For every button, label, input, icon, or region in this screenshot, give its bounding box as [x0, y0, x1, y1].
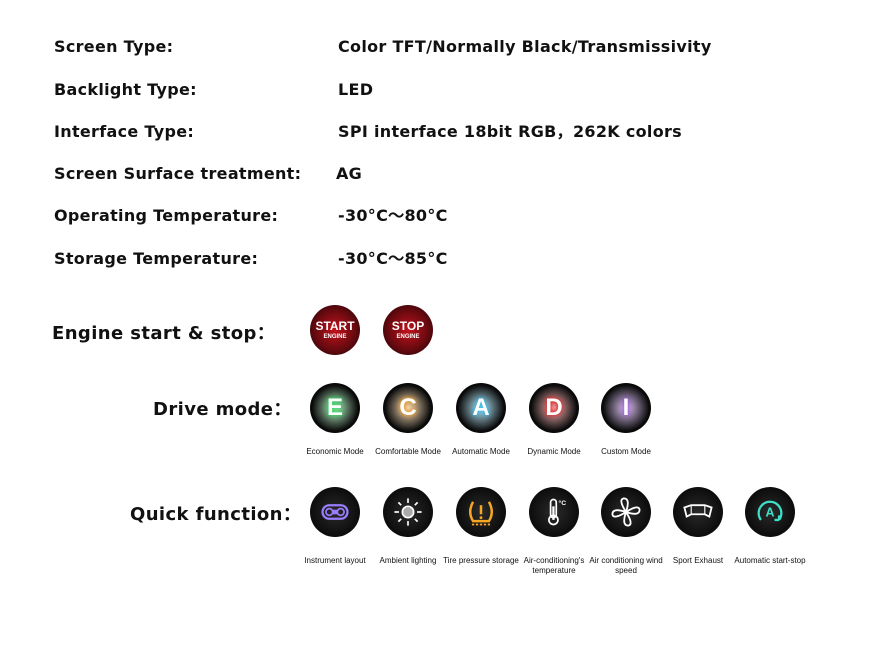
quick-caption: Ambient lighting [379, 556, 437, 565]
start-engine-icon: START ENGINE [310, 305, 360, 355]
quick-caption: Air-conditioning's temperature [523, 556, 585, 575]
svg-text:°C: °C [559, 499, 567, 507]
mode-caption: Economic Mode [306, 447, 364, 456]
fan-icon [601, 487, 651, 537]
quick-caption: Automatic start-stop [734, 556, 806, 565]
mode-letter: A [472, 394, 490, 421]
mode-letter: D [545, 394, 563, 421]
mode-caption: Dynamic Mode [527, 447, 581, 456]
icon-subtext: ENGINE [323, 333, 347, 340]
auto-start-stop-icon: A [745, 487, 795, 537]
exhaust-icon [673, 487, 723, 537]
icon-text: STOP [391, 318, 425, 333]
stop-engine-icon: STOP ENGINE [383, 305, 433, 355]
spec-label: Screen Type: [54, 37, 174, 56]
drive-mode-icon: A [456, 383, 506, 433]
drive-mode-icon: D [529, 383, 579, 433]
spec-value: -30°C～85°C [338, 249, 448, 268]
spec-label: Screen Surface treatment: [54, 164, 302, 183]
svg-text:A: A [766, 506, 775, 520]
drive-mode-icon: C [383, 383, 433, 433]
spec-value: SPI interface 18bit RGB，262K colors [338, 122, 683, 141]
ambient-light-icon [383, 487, 433, 537]
icon-text: START [315, 318, 355, 333]
mode-letter: C [399, 394, 417, 421]
quick-caption: Sport Exhaust [672, 556, 724, 565]
drive-mode-icon: E [310, 383, 360, 433]
tire-pressure-icon [456, 487, 506, 537]
drive-section-label: Drive mode： [153, 399, 292, 420]
spec-value: AG [336, 164, 363, 183]
drive-mode-icon: I [601, 383, 651, 433]
quick-caption: Tire pressure storage [443, 556, 519, 565]
spec-label: Operating Temperature: [54, 206, 279, 225]
spec-label: Backlight Type: [54, 80, 197, 99]
spec-value: Color TFT/Normally Black/Transmissivity [338, 37, 712, 56]
mode-letter: I [622, 394, 630, 421]
instrument-layout-icon [310, 487, 360, 537]
mode-caption: Comfortable Mode [375, 447, 441, 456]
thermometer-icon: °C [529, 487, 579, 537]
mode-letter: E [326, 394, 343, 421]
icon-subtext: ENGINE [396, 333, 420, 340]
quick-caption: Instrument layout [304, 556, 366, 565]
mode-caption: Custom Mode [601, 447, 651, 456]
spec-label: Storage Temperature: [54, 249, 259, 268]
spec-label: Interface Type: [54, 122, 195, 141]
spec-value: LED [338, 80, 374, 99]
quick-section-label: Quick function： [130, 504, 302, 525]
quick-caption: Air conditioning wind speed [589, 556, 663, 575]
mode-caption: Automatic Mode [452, 447, 510, 456]
spec-value: -30°C～80°C [338, 206, 448, 225]
engine-section-label: Engine start & stop： [52, 323, 276, 344]
